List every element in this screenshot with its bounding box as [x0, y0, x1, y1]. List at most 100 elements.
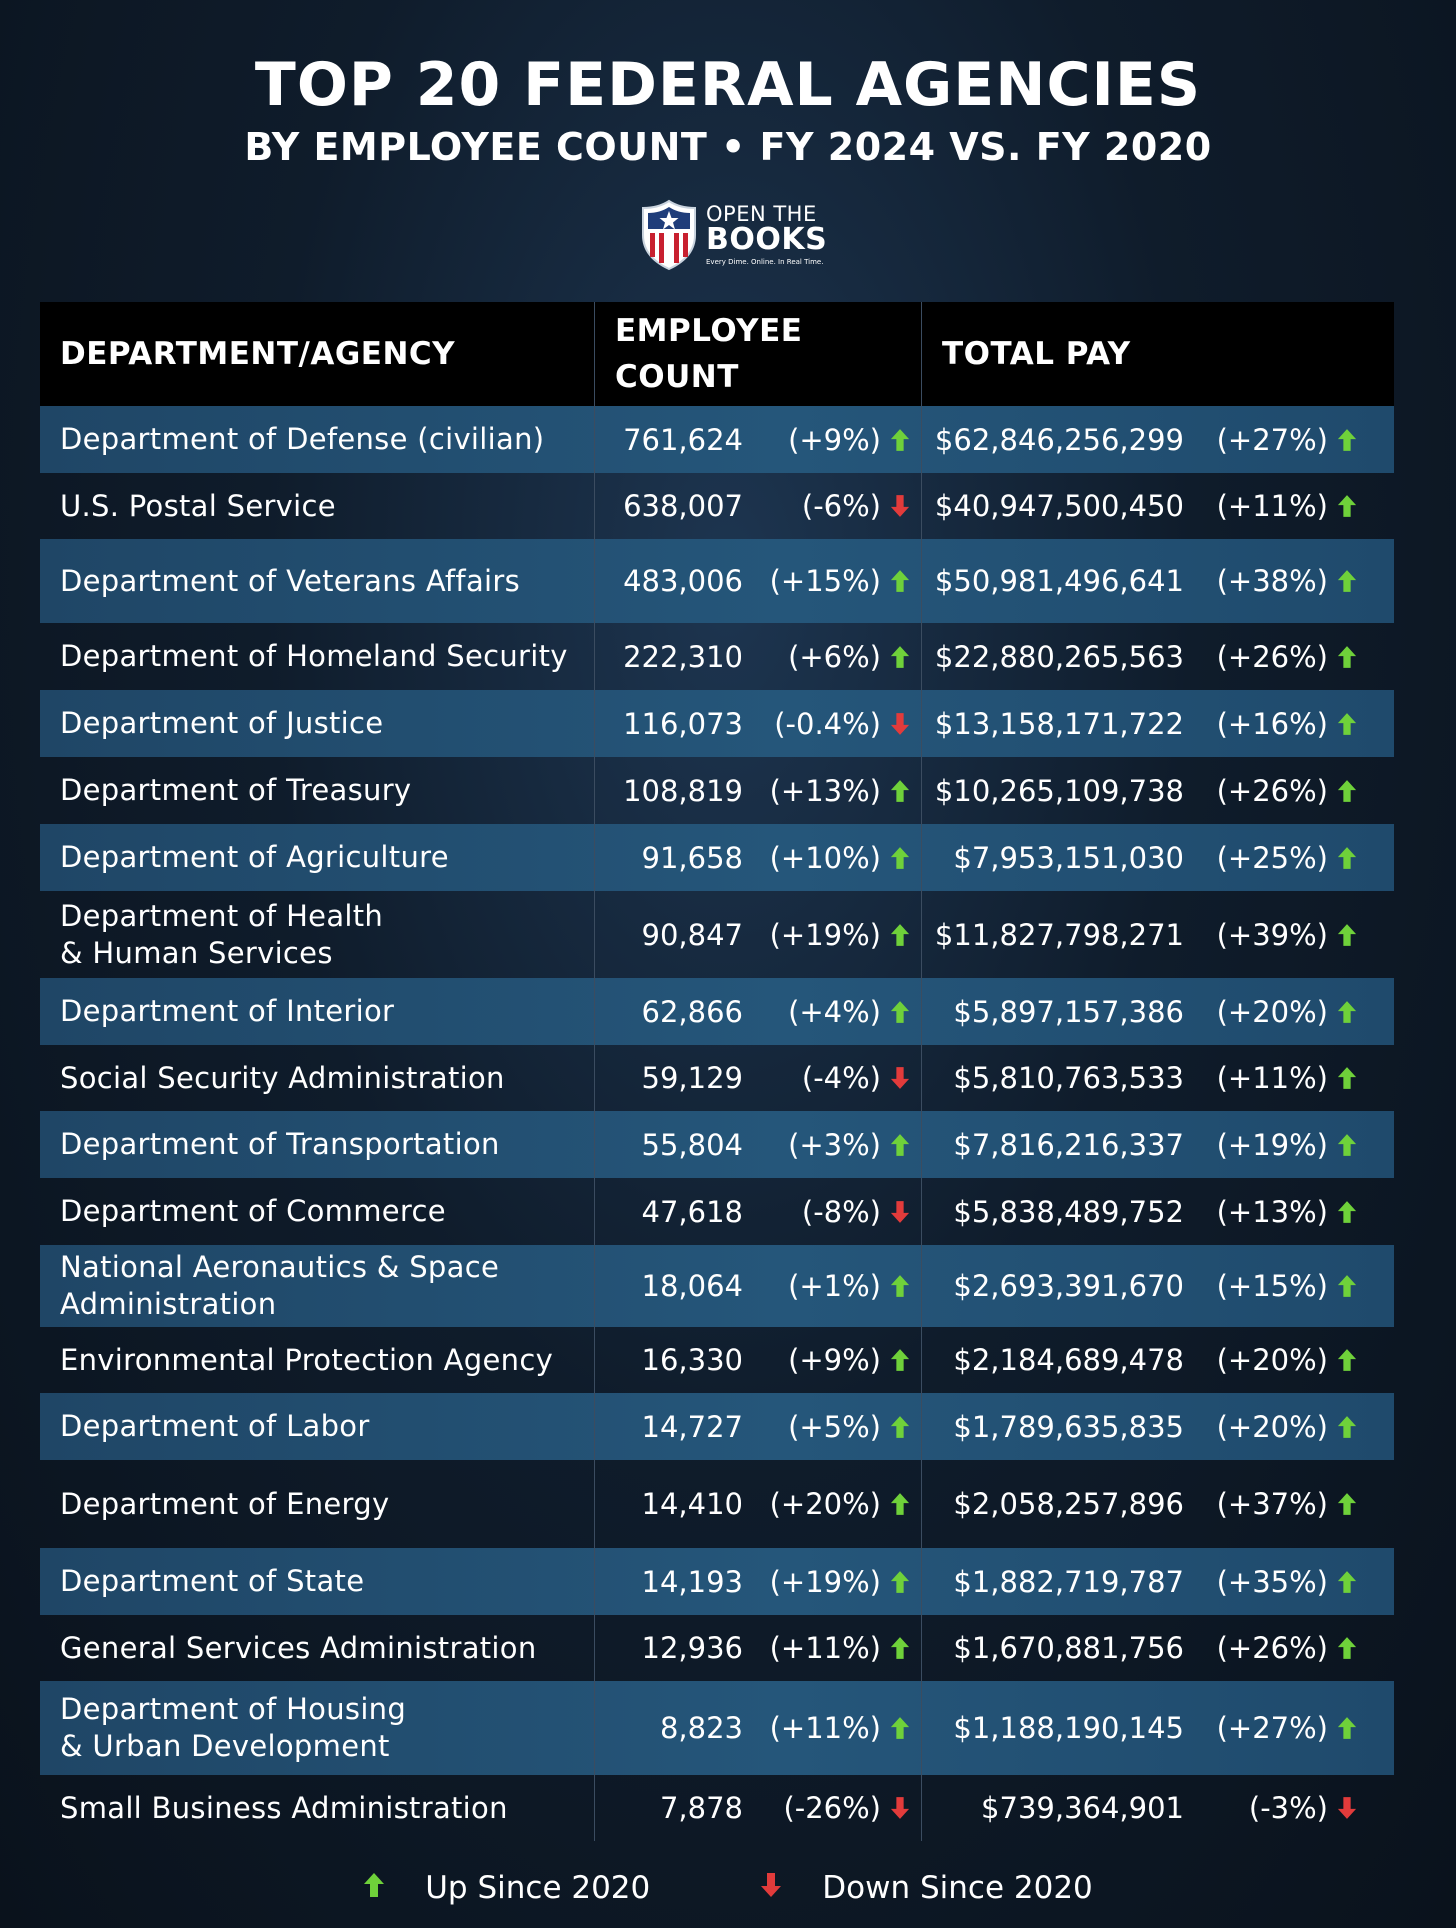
total-pay: $1,670,881,756 [953, 1631, 1184, 1665]
legend: Up Since 2020 Down Since 2020 [0, 1870, 1456, 1906]
pay-change: (+26%) [1216, 1631, 1328, 1665]
agency-name-line: Department of Justice [60, 706, 384, 740]
header-employee-line1: EMPLOYEE [615, 313, 803, 349]
pay-cell: $5,838,489,752 (+13%) [922, 1178, 1394, 1245]
table-row: Small Business Administration 7,878 (-26%)… [40, 1775, 1394, 1841]
total-pay: $22,880,265,563 [934, 639, 1184, 674]
header-agency: DEPARTMENT/AGENCY [40, 302, 595, 406]
up-arrow-icon [1337, 1415, 1361, 1439]
agency-name-line: & Urban Development [60, 1729, 390, 1763]
pay-change: (+38%) [1216, 564, 1328, 598]
agency-name: Department of Interior [40, 978, 595, 1045]
employee-change: (+9%) [788, 1343, 881, 1377]
employee-count: 59,129 [641, 1061, 743, 1095]
pay-cell: $50,981,496,641 (+38%) [922, 539, 1394, 623]
pay-change: (+35%) [1216, 1564, 1328, 1599]
agency-name-line: National Aeronautics & Space [60, 1250, 500, 1284]
up-arrow-icon [890, 645, 914, 669]
down-arrow-icon [890, 1200, 914, 1224]
agency-name: Department of Treasury [40, 757, 595, 824]
employee-cell: 62,866 (+4%) [595, 978, 922, 1045]
up-arrow-icon [890, 1636, 914, 1660]
agency-name-line: Department of Energy [60, 1486, 390, 1521]
agency-name-line: Department of Treasury [60, 773, 412, 807]
agency-name-line: Small Business Administration [60, 1790, 508, 1825]
logo-line2: BOOKS [706, 222, 828, 257]
employee-count: 91,658 [641, 840, 743, 875]
table-row: Department of Agriculture 91,658 (+10%) $7,… [40, 824, 1394, 891]
up-arrow-icon [1337, 1133, 1361, 1157]
total-pay: $7,953,151,030 [953, 840, 1184, 875]
pay-change: (+26%) [1216, 773, 1328, 808]
table-row: National Aeronautics & Space Administrati… [40, 1245, 1394, 1327]
pay-change: (+27%) [1216, 1711, 1328, 1745]
pay-cell: $2,058,257,896 (+37%) [922, 1460, 1394, 1548]
employee-cell: 222,310 (+6%) [595, 623, 922, 690]
agency-name: Department of Homeland Security [40, 623, 595, 690]
shield-flag-icon [642, 199, 696, 271]
agency-name-line: Environmental Protection Agency [60, 1342, 554, 1377]
legend-up: Up Since 2020 [363, 1870, 650, 1906]
agency-name: Department of Justice [40, 690, 595, 757]
agency-name: Department of Health & Human Services [40, 891, 595, 978]
up-arrow-icon [890, 1570, 914, 1594]
employee-cell: 761,624 (+9%) [595, 406, 922, 473]
pay-change: (+25%) [1216, 840, 1328, 875]
pay-cell: $1,670,881,756 (+26%) [922, 1615, 1394, 1681]
up-arrow-icon [1337, 428, 1361, 452]
up-arrow-icon [1337, 1492, 1361, 1516]
up-arrow-icon [890, 1000, 914, 1024]
legend-down-label: Down Since 2020 [822, 1870, 1093, 1906]
agency-name-line: Department of Homeland Security [60, 639, 568, 673]
agency-name-line: General Services Administration [60, 1630, 537, 1665]
employee-count: 761,624 [623, 422, 743, 457]
pay-cell: $22,880,265,563 (+26%) [922, 623, 1394, 690]
table-header: DEPARTMENT/AGENCY EMPLOYEE COUNT TOTAL P… [40, 302, 1394, 406]
pay-change: (+13%) [1216, 1194, 1328, 1229]
total-pay: $5,810,763,533 [953, 1061, 1184, 1095]
employee-cell: 90,847 (+19%) [595, 891, 922, 978]
employee-cell: 18,064 (+1%) [595, 1245, 922, 1327]
employee-cell: 8,823 (+11%) [595, 1681, 922, 1775]
employee-change: (-6%) [801, 489, 881, 523]
employee-change: (+20%) [769, 1487, 881, 1521]
employee-count: 14,727 [641, 1409, 743, 1444]
up-arrow-icon [890, 923, 914, 947]
employee-change: (+11%) [769, 1711, 881, 1745]
pay-change: (+39%) [1216, 917, 1328, 952]
up-arrow-icon [890, 846, 914, 870]
table-row: Department of State 14,193 (+19%) $1,882,71… [40, 1548, 1394, 1615]
up-arrow-icon [1337, 779, 1361, 803]
total-pay: $11,827,798,271 [934, 917, 1184, 952]
agency-name: Department of Labor [40, 1393, 595, 1460]
agency-table: DEPARTMENT/AGENCY EMPLOYEE COUNT TOTAL P… [40, 302, 1394, 1841]
agency-name-line: Department of Defense (civilian) [60, 422, 545, 456]
employee-change: (-0.4%) [774, 706, 881, 741]
down-arrow-icon [760, 1870, 782, 1906]
up-arrow-icon [1337, 1000, 1361, 1024]
total-pay: $13,158,171,722 [934, 706, 1184, 741]
down-arrow-icon [890, 1066, 914, 1090]
up-arrow-icon [890, 1348, 914, 1372]
employee-cell: 116,073 (-0.4%) [595, 690, 922, 757]
pay-cell: $1,789,635,835 (+20%) [922, 1393, 1394, 1460]
employee-cell: 47,618 (-8%) [595, 1178, 922, 1245]
table-row: Department of Veterans Affairs 483,006 (+1… [40, 539, 1394, 623]
table-body: Department of Defense (civilian) 761,624 (… [40, 406, 1394, 1841]
employee-cell: 14,410 (+20%) [595, 1460, 922, 1548]
up-arrow-icon [890, 1716, 914, 1740]
pay-change: (+19%) [1216, 1127, 1328, 1162]
employee-count: 8,823 [659, 1711, 743, 1745]
total-pay: $2,693,391,670 [953, 1269, 1184, 1303]
up-arrow-icon [363, 1870, 385, 1906]
up-arrow-icon [1337, 645, 1361, 669]
up-arrow-icon [1337, 1066, 1361, 1090]
agency-name-line: U.S. Postal Service [60, 488, 336, 523]
employee-cell: 483,006 (+15%) [595, 539, 922, 623]
pay-cell: $13,158,171,722 (+16%) [922, 690, 1394, 757]
table-row: U.S. Postal Service 638,007 (-6%) $40,947,5… [40, 473, 1394, 539]
legend-up-label: Up Since 2020 [425, 1870, 651, 1906]
employee-count: 90,847 [641, 917, 743, 952]
up-arrow-icon [1337, 1636, 1361, 1660]
agency-name-line: Department of Commerce [60, 1194, 446, 1228]
